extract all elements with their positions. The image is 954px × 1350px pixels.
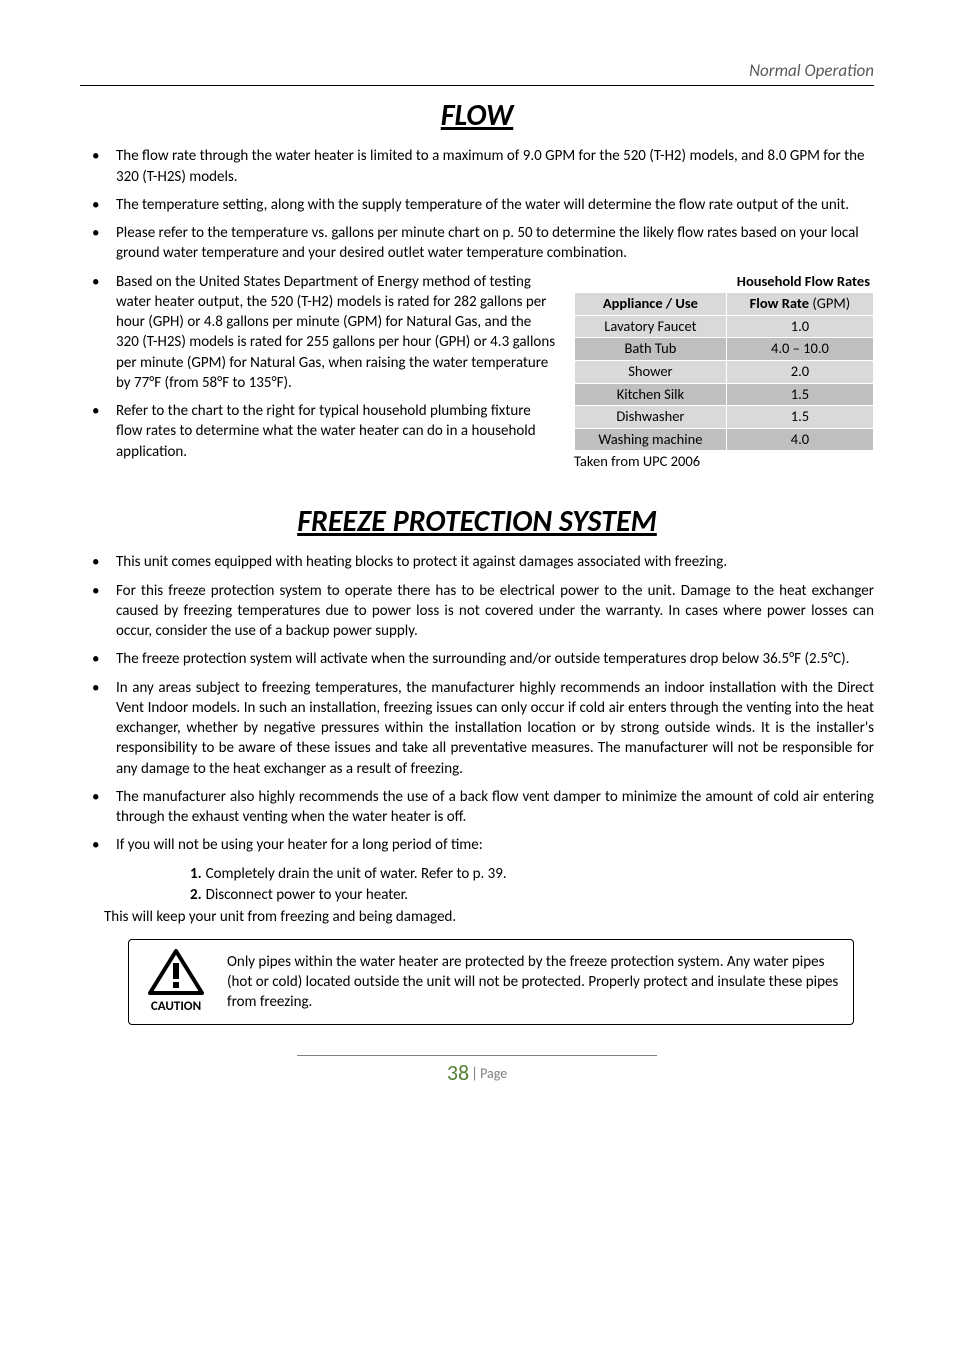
- page-number: 38: [447, 1059, 469, 1086]
- freeze-bullet: The manufacturer also highly recommends …: [104, 787, 874, 828]
- freeze-after-text: This will keep your unit from freezing a…: [80, 907, 874, 927]
- warning-triangle-icon: [148, 948, 204, 996]
- flow-bullet: Refer to the chart to the right for typi…: [104, 401, 874, 462]
- flow-bullet: Please refer to the temperature vs. gall…: [104, 223, 874, 264]
- header-section-label: Normal Operation: [80, 60, 874, 85]
- footer-rule: [297, 1055, 657, 1056]
- flow-bullet: The flow rate through the water heater i…: [104, 146, 874, 187]
- list-item: 2.Disconnect power to your heater.: [190, 885, 874, 905]
- header-rule: [80, 85, 874, 86]
- caution-text: Only pipes within the water heater are p…: [227, 952, 841, 1013]
- list-item: 1.Completely drain the unit of water. Re…: [190, 864, 874, 884]
- freeze-bullet: This unit comes equipped with heating bl…: [104, 552, 874, 572]
- caution-label: CAUTION: [141, 998, 211, 1016]
- footer-text: 38|Page: [80, 1058, 874, 1088]
- freeze-bullet: The freeze protection system will activa…: [104, 649, 874, 669]
- flow-bullets-side: Based on the United States Department of…: [80, 272, 874, 462]
- flow-bullet: The temperature setting, along with the …: [104, 195, 874, 215]
- flow-side-wrap: Household Flow Rates Appliance / Use Flo…: [80, 272, 874, 478]
- freeze-title: FREEZE PROTECTION SYSTEM: [80, 502, 874, 543]
- freeze-bullet: In any areas subject to freezing tempera…: [104, 678, 874, 779]
- caution-icon-block: CAUTION: [141, 948, 211, 1016]
- flow-bullet: Based on the United States Department of…: [104, 272, 874, 394]
- caution-box: CAUTION Only pipes within the water heat…: [128, 939, 854, 1025]
- flow-title: FLOW: [80, 96, 874, 137]
- freeze-bullet: If you will not be using your heater for…: [104, 835, 874, 855]
- freeze-bullet: For this freeze protection system to ope…: [104, 581, 874, 642]
- page-label: Page: [480, 1065, 507, 1082]
- freeze-numbered-list: 1.Completely drain the unit of water. Re…: [80, 864, 874, 906]
- flow-bullets-top: The flow rate through the water heater i…: [80, 146, 874, 263]
- freeze-bullets: This unit comes equipped with heating bl…: [80, 552, 874, 855]
- page-footer: 38|Page: [80, 1055, 874, 1088]
